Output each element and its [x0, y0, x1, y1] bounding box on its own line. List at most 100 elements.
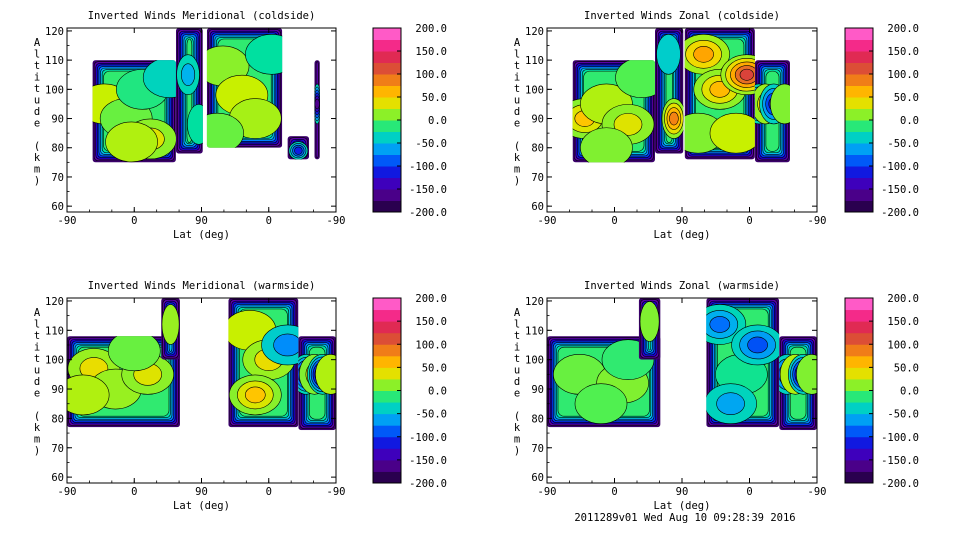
contour-level — [294, 146, 303, 155]
y-tick-label: 100 — [45, 355, 64, 367]
colorbar-band — [845, 367, 873, 380]
colorbar-band — [373, 131, 401, 144]
colorbar-band — [373, 436, 401, 449]
colorbar-label: -50.0 — [887, 138, 919, 150]
colorbar-band — [373, 166, 401, 178]
y-axis-label-char: l — [34, 49, 40, 61]
data-block — [175, 28, 203, 154]
y-tick-label: 110 — [45, 55, 64, 67]
colorbar-band — [845, 189, 873, 201]
colorbar-label: -200.0 — [409, 207, 447, 219]
y-axis-label-char: d — [34, 106, 40, 118]
contour-level — [273, 333, 299, 357]
colorbar-band — [845, 355, 873, 368]
contour-level — [314, 98, 320, 110]
colorbar-band — [845, 298, 873, 311]
y-axis-label-char: ) — [34, 445, 40, 457]
colorbar-band — [845, 390, 873, 403]
y-tick-label: 70 — [51, 443, 64, 455]
contour-level — [67, 374, 110, 416]
panel-meridional-coldside: Inverted Winds Meridional (coldside) -90 0… — [34, 10, 447, 241]
y-axis-label-char: i — [34, 72, 40, 84]
colorbar: 200.0 150.0 100.0 50.0 0.0 -50.0 -100.0 -150.0 -… — [844, 23, 919, 219]
y-tick-label: 100 — [525, 355, 544, 367]
colorbar-label: 150.0 — [415, 46, 447, 58]
y-axis-label-char: ( — [34, 411, 40, 423]
y-tick-label: 60 — [531, 472, 544, 484]
colorbar-label: 50.0 — [422, 92, 447, 104]
y-axis-label-char: l — [514, 49, 520, 61]
data-block — [572, 60, 656, 163]
panel-zonal-warmside: Inverted Winds Zonal (warmside) -90 0 90 0 -9… — [514, 280, 919, 512]
contour-level — [669, 111, 679, 126]
data-block — [655, 28, 684, 154]
colorbar-band — [373, 85, 401, 98]
y-axis-label-char: ( — [514, 141, 520, 153]
y-axis-label-char: l — [514, 319, 520, 331]
y-tick-label: 120 — [45, 296, 64, 308]
colorbar-label: -200.0 — [881, 478, 919, 490]
y-axis-label-char — [34, 399, 40, 411]
colorbar-band — [373, 62, 401, 75]
data-block — [287, 136, 310, 160]
colorbar-band — [845, 402, 873, 415]
y-tick-label: 70 — [51, 172, 64, 184]
contour-level — [105, 121, 158, 163]
y-axis-label-char: k — [514, 422, 521, 434]
x-tick-label: -90 — [538, 215, 557, 227]
colorbar-band — [845, 309, 873, 322]
contour-level — [716, 392, 745, 416]
colorbar-label: 100.0 — [887, 69, 919, 81]
contour-level — [613, 113, 643, 136]
contour-level — [639, 301, 660, 342]
x-tick-label: -90 — [327, 486, 346, 498]
x-axis-label: Lat (deg) — [173, 229, 230, 241]
colorbar-label: 100.0 — [415, 339, 447, 351]
data-block — [684, 28, 755, 160]
y-tick-label: 110 — [525, 55, 544, 67]
y-axis-label-char: e — [34, 118, 40, 130]
colorbar-band — [373, 332, 401, 345]
colorbar-label: 200.0 — [887, 23, 919, 35]
y-axis-label-char: ( — [514, 411, 520, 423]
colorbar-label: 50.0 — [422, 362, 447, 374]
y-tick-label: 60 — [51, 472, 64, 484]
x-tick-label: 0 — [746, 486, 752, 498]
x-tick-label: 0 — [266, 486, 272, 498]
colorbar-band — [845, 131, 873, 144]
panel-meridional-warmside: Inverted Winds Meridional (warmside) -90 0… — [34, 280, 447, 512]
y-axis-label-char: A — [34, 307, 41, 319]
colorbar-band — [845, 321, 873, 334]
y-axis-label-char: u — [514, 365, 520, 377]
colorbar-band — [845, 166, 873, 178]
colorbar-band — [373, 378, 401, 391]
colorbar-label: 0.0 — [428, 386, 447, 398]
footer-timestamp: 2011289v01 Wed Aug 10 09:28:39 2016 — [574, 512, 796, 524]
colorbar-label: -100.0 — [409, 432, 447, 444]
contour-level — [315, 354, 336, 395]
colorbar-band — [845, 143, 873, 155]
colorbar-band — [373, 471, 401, 484]
colorbar-band — [845, 448, 873, 461]
x-axis-label: Lat (deg) — [173, 500, 230, 512]
y-axis-label-char: ) — [514, 175, 520, 187]
data-block — [706, 298, 780, 428]
y-tick-label: 70 — [531, 172, 544, 184]
colorbar-band — [845, 378, 873, 391]
contour-level — [770, 83, 791, 125]
y-axis-label-char: i — [514, 342, 520, 354]
x-tick-label: 0 — [746, 215, 752, 227]
colorbar-label: 200.0 — [415, 293, 447, 305]
colorbar-label: -100.0 — [409, 161, 447, 173]
chart-title: Inverted Winds Meridional (coldside) — [88, 10, 316, 22]
colorbar-label: 100.0 — [887, 339, 919, 351]
x-tick-label: -90 — [327, 215, 346, 227]
colorbar-band — [845, 74, 873, 86]
colorbar-label: 200.0 — [415, 23, 447, 35]
y-axis-label-char: ) — [514, 445, 520, 457]
y-axis-label-char: m — [514, 164, 520, 176]
y-axis-label-char: ( — [34, 141, 40, 153]
colorbar-label: -50.0 — [415, 138, 447, 150]
